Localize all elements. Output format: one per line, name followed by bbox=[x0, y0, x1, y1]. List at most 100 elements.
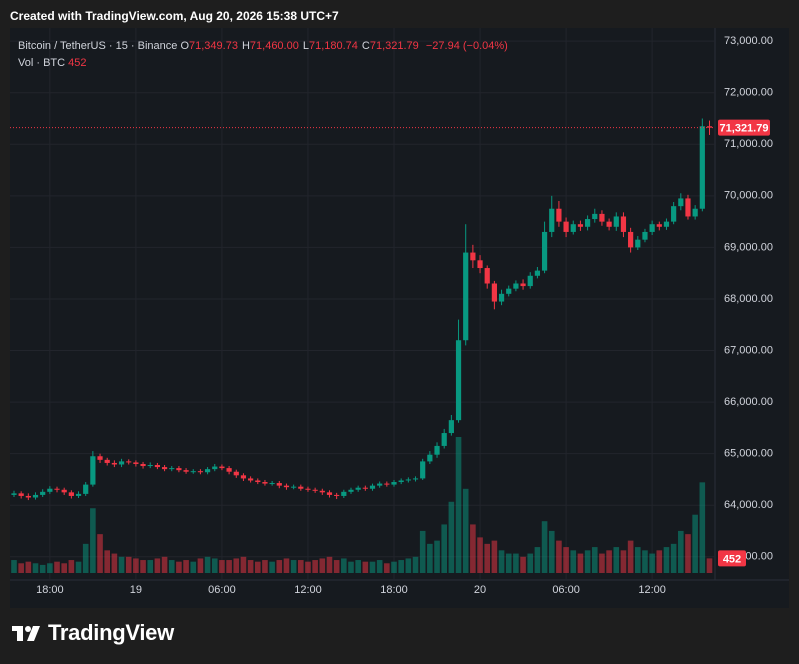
volume-bar bbox=[391, 561, 397, 573]
candle-body bbox=[169, 468, 175, 470]
volume-bar bbox=[39, 564, 46, 573]
volume-bar bbox=[412, 556, 419, 573]
volume-bar bbox=[678, 530, 684, 573]
ohlc-value: 71,180.74 bbox=[308, 40, 358, 52]
candle-body bbox=[556, 208, 562, 222]
last-price-label: 71,321.79 bbox=[720, 123, 769, 135]
candle-body bbox=[341, 491, 347, 496]
candle-body bbox=[620, 216, 627, 232]
candle-body bbox=[577, 224, 584, 227]
volume-bar bbox=[97, 534, 103, 573]
candle-body bbox=[305, 488, 311, 490]
candle-body bbox=[541, 231, 548, 271]
y-tick-label: 70,000.00 bbox=[724, 190, 773, 202]
volume-bar bbox=[341, 558, 347, 573]
y-tick-label: 72,000.00 bbox=[724, 87, 773, 99]
logo-icon bbox=[12, 626, 40, 641]
x-tick-label: 19 bbox=[130, 584, 142, 596]
candle-body bbox=[563, 221, 569, 232]
volume-bar bbox=[448, 501, 455, 573]
candle-body bbox=[362, 487, 368, 489]
candle-body bbox=[140, 463, 146, 467]
volume-bar bbox=[219, 560, 225, 573]
candle-body bbox=[219, 466, 225, 469]
volume-bar bbox=[75, 561, 82, 573]
candle-body bbox=[706, 126, 713, 128]
volume-bar bbox=[154, 558, 161, 573]
candle-body bbox=[204, 469, 211, 473]
volume-bar bbox=[441, 524, 447, 573]
volume-bar bbox=[276, 560, 283, 573]
volume-bar bbox=[470, 524, 476, 573]
candle-body bbox=[628, 231, 634, 248]
candle-body bbox=[405, 479, 411, 481]
candle-body bbox=[448, 420, 454, 434]
volume-bar bbox=[47, 563, 53, 573]
candle-body bbox=[126, 461, 132, 463]
volume-bar bbox=[692, 514, 698, 573]
volume-bar bbox=[498, 550, 505, 573]
candle-body bbox=[176, 468, 182, 471]
volume-bar bbox=[606, 550, 612, 573]
candle-body bbox=[312, 489, 318, 491]
volume-bar bbox=[211, 558, 218, 573]
volume-bar bbox=[685, 534, 691, 573]
candle-body bbox=[427, 454, 433, 462]
x-tick-label: 18:00 bbox=[36, 584, 64, 596]
x-tick-label: 20 bbox=[474, 584, 486, 596]
ohlc: O71,349.73 H71,460.00 L71,180.74 C71,321.79 bbox=[180, 40, 422, 52]
volume-bar bbox=[118, 556, 125, 573]
volume-bar bbox=[663, 547, 670, 573]
volume-bar bbox=[348, 561, 354, 573]
volume-bar bbox=[505, 553, 512, 573]
y-tick-label: 71,000.00 bbox=[724, 138, 773, 150]
volume-bar bbox=[104, 550, 111, 573]
change: −27.94 (−0.04%) bbox=[425, 40, 508, 52]
candle-body bbox=[61, 489, 67, 493]
candle-body bbox=[355, 487, 361, 490]
candle-body bbox=[585, 219, 591, 227]
volume-bar bbox=[627, 540, 634, 573]
ohlc-key: O bbox=[180, 40, 190, 52]
volume-bar bbox=[570, 550, 577, 573]
volume-bar bbox=[620, 550, 627, 573]
volume-bar bbox=[168, 560, 175, 573]
volume-bar bbox=[369, 561, 376, 573]
candle-body bbox=[678, 198, 684, 207]
candle-body bbox=[491, 283, 497, 302]
volume-bar bbox=[613, 547, 620, 573]
candle-body bbox=[54, 488, 60, 490]
candle-body bbox=[40, 491, 46, 495]
candle-body bbox=[248, 478, 254, 481]
ohlc-value: 71,321.79 bbox=[369, 40, 419, 52]
ohlc-key: L bbox=[302, 40, 309, 52]
symbol: Bitcoin / TetherUS · 15 · Binance bbox=[18, 40, 178, 52]
candle-body bbox=[212, 466, 218, 470]
volume-legend: Vol · BTC bbox=[18, 57, 66, 69]
candle-body bbox=[369, 485, 376, 489]
volume-bar bbox=[262, 560, 268, 573]
candle-body bbox=[183, 470, 189, 472]
volume-bar bbox=[699, 482, 706, 573]
ohlc-value: 71,460.00 bbox=[249, 40, 299, 52]
volume-bar bbox=[18, 563, 24, 573]
volume-bar bbox=[68, 560, 75, 573]
volume-bar bbox=[577, 553, 584, 573]
candle-body bbox=[477, 260, 483, 269]
candle-body bbox=[663, 221, 670, 227]
volume-bar bbox=[599, 553, 605, 573]
volume-bar bbox=[82, 543, 89, 573]
volume-bar bbox=[362, 561, 369, 573]
volume-bar bbox=[541, 521, 548, 573]
volume-row: Vol · BTC 452 bbox=[18, 55, 508, 72]
y-tick-label: 73,000.00 bbox=[724, 35, 773, 47]
candle-body bbox=[298, 486, 304, 489]
volume-bar bbox=[240, 556, 247, 573]
candle-body bbox=[104, 459, 110, 463]
y-tick-label: 66,000.00 bbox=[724, 396, 773, 408]
volume-bar bbox=[634, 547, 641, 573]
volume-bar bbox=[25, 561, 32, 573]
volume-bar bbox=[326, 556, 333, 573]
volume-bar bbox=[656, 550, 663, 573]
